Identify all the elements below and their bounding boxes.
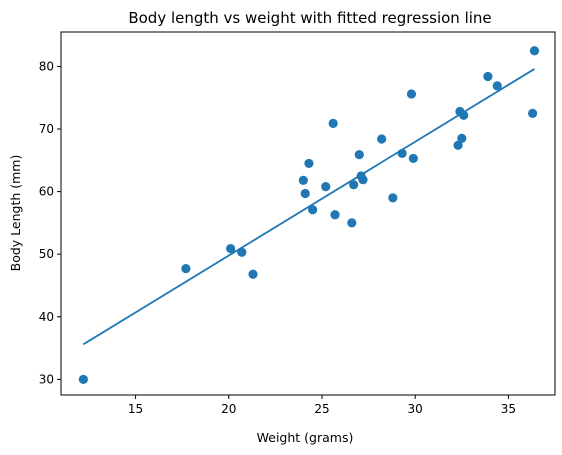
- scatter-point: [328, 118, 338, 128]
- y-tick-label: 70: [39, 122, 54, 136]
- y-tick-label: 60: [39, 185, 54, 199]
- data-points: [78, 46, 540, 384]
- scatter-point: [298, 175, 308, 185]
- scatter-point: [237, 247, 247, 257]
- scatter-point: [248, 269, 258, 279]
- y-axis-title: Body Length (mm): [8, 155, 23, 272]
- scatter-point: [226, 243, 236, 254]
- y-tick-label: 50: [39, 247, 54, 261]
- scatter-point: [330, 210, 340, 220]
- axis-ticks: 15 20 25 30 35 30 40 50 60 70 80: [39, 59, 516, 416]
- regression-line-segment: [82, 68, 535, 346]
- y-tick-label: 30: [39, 372, 54, 386]
- scatter-point: [347, 218, 357, 228]
- x-axis-title: Weight (grams): [257, 430, 354, 445]
- scatter-point: [406, 89, 417, 99]
- scatter-point: [354, 150, 364, 160]
- x-tick-label: 30: [408, 402, 423, 416]
- scatter-point: [321, 181, 331, 192]
- regression-line: [82, 68, 535, 346]
- scatter-point: [397, 148, 407, 159]
- plot-frame: [60, 31, 556, 396]
- scatter-point: [181, 263, 191, 274]
- scatter-point: [529, 46, 540, 56]
- x-tick-label: 20: [221, 402, 236, 416]
- scatter-point: [453, 140, 463, 150]
- scatter-point: [78, 374, 88, 384]
- scatter-point: [358, 175, 368, 185]
- chart-title: Body length vs weight with fitted regres…: [128, 9, 491, 27]
- x-tick-label: 15: [128, 402, 143, 416]
- y-tick-label: 40: [39, 310, 54, 324]
- x-tick-label: 35: [501, 402, 516, 416]
- scatter-point: [349, 180, 359, 190]
- scatter-point: [377, 134, 387, 144]
- y-tick-label: 80: [39, 59, 54, 73]
- scatter-point: [483, 71, 493, 82]
- scatter-point: [457, 133, 467, 143]
- scatter-point: [459, 110, 469, 120]
- scatter-point: [388, 193, 398, 203]
- scatter-point: [492, 81, 502, 91]
- scatter-point: [304, 158, 314, 169]
- scatter-point: [308, 205, 318, 215]
- x-tick-label: 25: [314, 402, 329, 416]
- scatter-point: [408, 153, 418, 164]
- scatter-point: [300, 188, 310, 199]
- scatter-point: [528, 108, 538, 118]
